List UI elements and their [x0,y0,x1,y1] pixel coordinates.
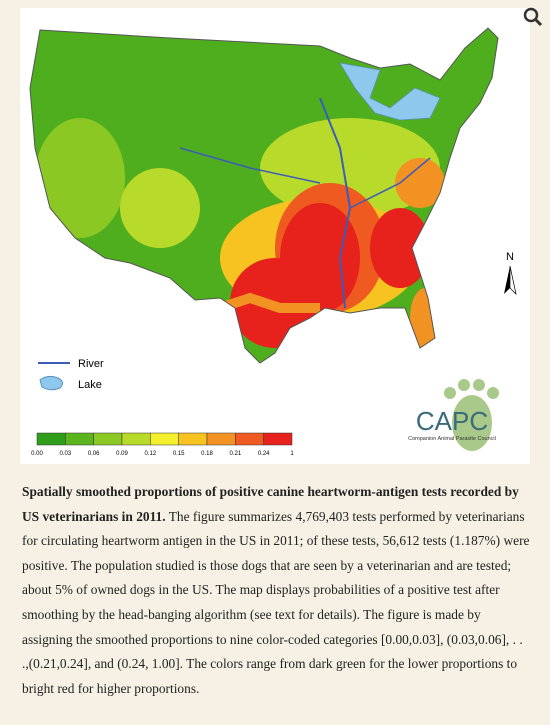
great-lakes [339,62,441,121]
caption-text: The figure summarizes 4,769,403 tests pe… [22,508,530,696]
legend-swatch [263,432,293,446]
lake-label: Lake [78,379,102,391]
legend-swatch [150,432,179,446]
legend-label: 0.03 [59,451,71,457]
logo-name: CAPC [416,406,488,436]
legend-label: 0.21 [229,451,241,457]
map-land [30,28,498,363]
legend: 0.00 0.03 0.06 0.09 0.12 0.15 0.18 0.21 0.24 1 [31,432,294,457]
legend-label: 0.00 [31,451,43,457]
caption-bold: Spatially smoothed proportions of positi… [22,484,519,524]
legend-label: 1 [290,451,294,457]
legend-label: 0.24 [258,451,270,457]
legend-swatch [93,432,123,446]
legend-label: 0.15 [173,451,185,457]
legend-swatch [121,432,151,446]
north-arrow [509,265,517,296]
map-outline [29,27,499,364]
legend-label: 0.09 [116,451,128,457]
legend-label: 0.12 [144,451,156,457]
logo-paw [444,379,499,451]
legend-swatch [235,432,264,446]
lake-key [39,375,64,391]
north-arrow [504,266,510,294]
river [179,147,431,209]
legend-label: 0.18 [201,451,213,457]
legend-swatch [206,432,236,446]
map: River Lake N CAPC Companion Animal Paras… [29,27,517,457]
legend-swatch [65,432,94,446]
logo-tagline: Companion Animal Parasite Council [408,436,496,442]
legend-swatch [178,432,208,446]
legend-swatch [36,432,66,446]
map-frame: River Lake N CAPC Companion Animal Paras… [20,8,530,464]
river-label: River [78,358,104,370]
caption: Spatially smoothed proportions of positi… [22,480,532,701]
search-icon[interactable] [522,6,544,28]
north-label: N [506,251,514,263]
legend-label: 0.06 [88,451,100,457]
